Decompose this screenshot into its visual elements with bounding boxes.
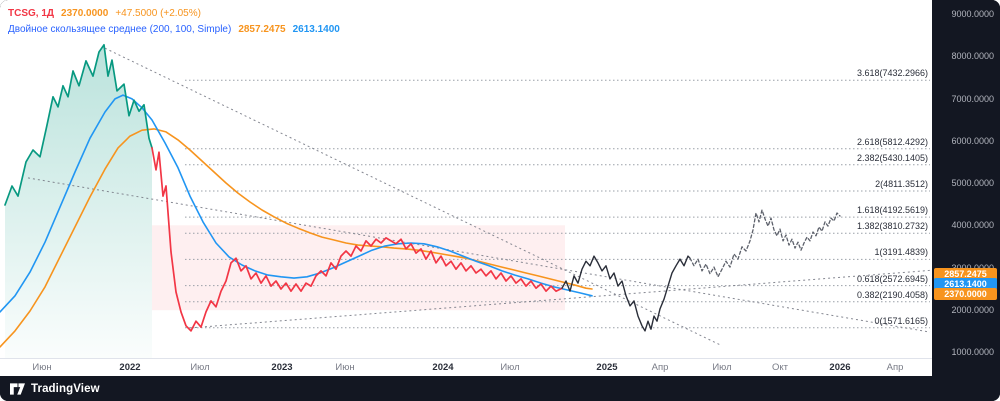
chart-plot-area[interactable]: 3.618(7432.2966) 2.618(5812.4292) 2.382(54… (0, 0, 932, 358)
ma-slow-value: 2613.1400 (292, 23, 340, 35)
series-sma-200-line (0, 128, 593, 348)
price-axis-label: 9000.0000 (951, 9, 994, 19)
price-axis-label: 8000.0000 (951, 51, 994, 61)
time-axis-label: Июл (712, 362, 732, 373)
price-axis-label: 1000.0000 (951, 347, 994, 357)
ma-fast-value: 2857.2475 (238, 23, 286, 35)
ma-fast-price-badge: 2857.2475 (934, 268, 997, 280)
last-price-badge: 2370.0000 (934, 288, 997, 300)
time-axis-label: 2022 (119, 362, 141, 373)
tradingview-logo[interactable] (10, 382, 25, 396)
indicator-title[interactable]: Двойное скользящее среднее (200, 100, Si… (8, 23, 232, 35)
time-axis-label: 2025 (596, 362, 618, 373)
fib-level-label[interactable]: 0.382(2190.4058) (856, 290, 928, 300)
symbol-legend-row[interactable]: TCSG, 1Д 2370.0000 +47.5000 (+2.05%) (8, 5, 340, 21)
price-chart-svg (0, 43, 932, 358)
time-axis-label: Апр (651, 362, 669, 373)
fib-level-label[interactable]: 1.618(4192.5619) (856, 205, 928, 215)
fib-level-label[interactable]: 1.382(3810.2732) (856, 221, 928, 231)
tradingview-logo-icon (10, 382, 25, 395)
series-price-recent-line (561, 255, 691, 332)
fib-level-label[interactable]: 3.618(7432.2966) (856, 68, 928, 78)
time-axis-label: Июн (32, 362, 52, 373)
price-axis-label: 4000.0000 (951, 220, 994, 230)
price-axis-label: 6000.0000 (951, 136, 994, 146)
time-axis[interactable]: Июн 2022 Июл 2023 Июн 2024 Июл 2025 Апр Июл Окт 202… (0, 358, 932, 376)
fib-level-label[interactable]: 2.382(5430.1405) (856, 153, 928, 163)
indicator-legend-row[interactable]: Двойное скользящее среднее (200, 100, Si… (8, 21, 340, 37)
price-axis[interactable]: 9000.0000 8000.0000 7000.0000 6000.0000 5000… (932, 0, 1000, 358)
fib-level-label[interactable]: 2.618(5812.4292) (856, 137, 928, 147)
time-axis-label: Июл (500, 362, 520, 373)
series-price-2021-uptrend-line (4, 43, 153, 206)
tradingview-brand-text[interactable]: TradingView (31, 382, 100, 395)
time-axis-label: Июн (335, 362, 355, 373)
symbol-label[interactable]: TCSG, 1Д (8, 7, 55, 19)
price-2021-uptrend-area (5, 44, 152, 358)
time-axis-label: 2024 (432, 362, 454, 373)
time-axis-label: Апр (886, 362, 904, 373)
time-axis-label: Окт (771, 362, 789, 373)
time-axis-label: 2026 (829, 362, 851, 373)
price-change-value: +47.5000 (+2.05%) (115, 7, 201, 19)
series-price-projection-line (689, 209, 841, 278)
price-axis-label: 7000.0000 (951, 94, 994, 104)
footer-bar: TradingView (0, 376, 1000, 401)
series-price-2022-2024-line (151, 147, 563, 332)
drawdown-zone-region (152, 225, 565, 311)
price-axis-label: 2000.0000 (951, 305, 994, 315)
chart-legend: TCSG, 1Д 2370.0000 +47.5000 (+2.05%) Дво… (8, 5, 340, 37)
time-axis-label: Июл (190, 362, 210, 373)
fib-level-label[interactable]: 0.618(2572.6945) (856, 274, 928, 284)
price-axis-label: 5000.0000 (951, 178, 994, 188)
fib-level-label[interactable]: 0(1571.6165) (874, 316, 928, 326)
fib-level-label[interactable]: 2(4811.3512) (875, 179, 928, 189)
downtrend-line-steep (104, 47, 721, 346)
last-price-value: 2370.0000 (61, 7, 109, 19)
fib-level-label[interactable]: 1(3191.4839) (874, 247, 928, 257)
series-sma-100-line (0, 94, 593, 313)
time-axis-label: 2023 (271, 362, 293, 373)
ma-slow-price-badge: 2613.1400 (934, 278, 997, 290)
